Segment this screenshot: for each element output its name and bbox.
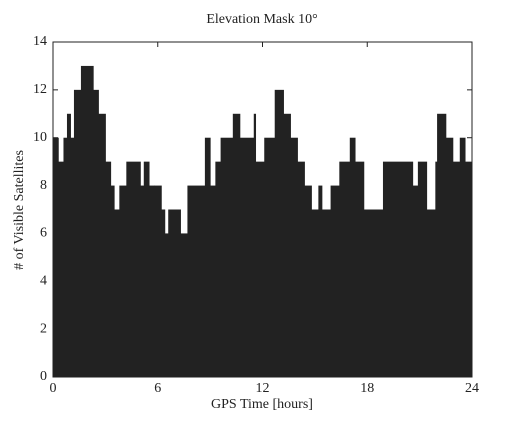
y-tick-label: 6 bbox=[40, 226, 47, 241]
step-area-segment bbox=[239, 137, 255, 377]
step-area-segment bbox=[363, 209, 372, 377]
step-area-segment bbox=[98, 113, 106, 378]
step-area-segment bbox=[119, 185, 127, 377]
step-area-segment bbox=[53, 137, 59, 377]
step-area-segment bbox=[355, 161, 365, 377]
step-area-segment bbox=[164, 233, 169, 377]
step-area-segment bbox=[459, 137, 466, 377]
x-axis-label: GPS Time [hours] bbox=[211, 397, 313, 412]
step-area-segment bbox=[437, 113, 447, 378]
step-area-segment bbox=[297, 161, 305, 377]
step-area-segment bbox=[290, 137, 298, 377]
step-area-segment bbox=[143, 161, 150, 377]
y-tick-label: 12 bbox=[33, 82, 47, 97]
x-tick-label: 12 bbox=[256, 381, 270, 396]
y-tick-label: 2 bbox=[40, 321, 47, 336]
step-area-segment bbox=[339, 161, 351, 377]
step-area-segment bbox=[318, 185, 323, 377]
step-area-segment bbox=[70, 137, 75, 377]
step-area-segment bbox=[93, 89, 99, 377]
step-area-segment bbox=[232, 113, 241, 378]
step-area-segment bbox=[445, 137, 454, 377]
x-tick-label: 6 bbox=[154, 381, 161, 396]
step-area-segment bbox=[412, 185, 419, 377]
step-area-segment bbox=[126, 161, 141, 377]
step-area-segment bbox=[58, 161, 64, 377]
step-area-segment bbox=[154, 185, 162, 377]
step-area-segment bbox=[417, 161, 428, 377]
step-area-segment bbox=[110, 185, 115, 377]
step-area-segment bbox=[382, 161, 414, 377]
y-tick-label: 0 bbox=[40, 369, 47, 384]
step-area-segment bbox=[220, 137, 234, 377]
step-area-segment bbox=[114, 209, 120, 377]
step-area-segment bbox=[330, 185, 340, 377]
step-area-segment bbox=[255, 161, 265, 377]
step-area-segment bbox=[168, 209, 181, 377]
step-area-segment bbox=[140, 185, 145, 377]
y-tick-label: 14 bbox=[33, 34, 47, 49]
step-area-segment bbox=[80, 65, 94, 377]
step-area-segment bbox=[349, 137, 356, 377]
step-area-segment bbox=[304, 185, 312, 377]
step-area-segment bbox=[73, 89, 82, 377]
step-area-segment bbox=[264, 137, 276, 377]
step-area-segment bbox=[105, 161, 112, 377]
step-area-segment bbox=[215, 161, 222, 377]
y-tick-label: 8 bbox=[40, 178, 47, 193]
step-area-segment bbox=[63, 137, 68, 377]
step-area-segment bbox=[66, 113, 71, 378]
step-area-segment bbox=[180, 233, 188, 377]
step-area-segment bbox=[204, 137, 211, 377]
x-tick-label: 18 bbox=[360, 381, 374, 396]
y-tick-label: 10 bbox=[33, 130, 47, 145]
step-area-segment bbox=[321, 209, 332, 377]
step-area-segment bbox=[283, 113, 291, 378]
step-area-segment bbox=[149, 185, 155, 377]
step-area-segment bbox=[452, 161, 461, 377]
step-area-segment bbox=[435, 161, 438, 377]
x-tick-label: 0 bbox=[50, 381, 57, 396]
step-area-segment bbox=[370, 209, 384, 377]
step-area-segment bbox=[210, 185, 216, 377]
step-area-segment bbox=[465, 161, 473, 377]
y-axis-label: # of Visible Satellites bbox=[12, 150, 27, 270]
step-area-segment bbox=[253, 113, 257, 378]
x-tick-label: 24 bbox=[465, 381, 479, 396]
y-tick-label: 4 bbox=[40, 274, 47, 289]
step-area-segment bbox=[274, 89, 284, 377]
step-area-segment bbox=[187, 185, 206, 377]
chart-title: Elevation Mask 10° bbox=[206, 12, 317, 27]
step-area-segment bbox=[426, 209, 436, 377]
step-area-segment bbox=[161, 209, 166, 377]
step-area-segment bbox=[311, 209, 319, 377]
